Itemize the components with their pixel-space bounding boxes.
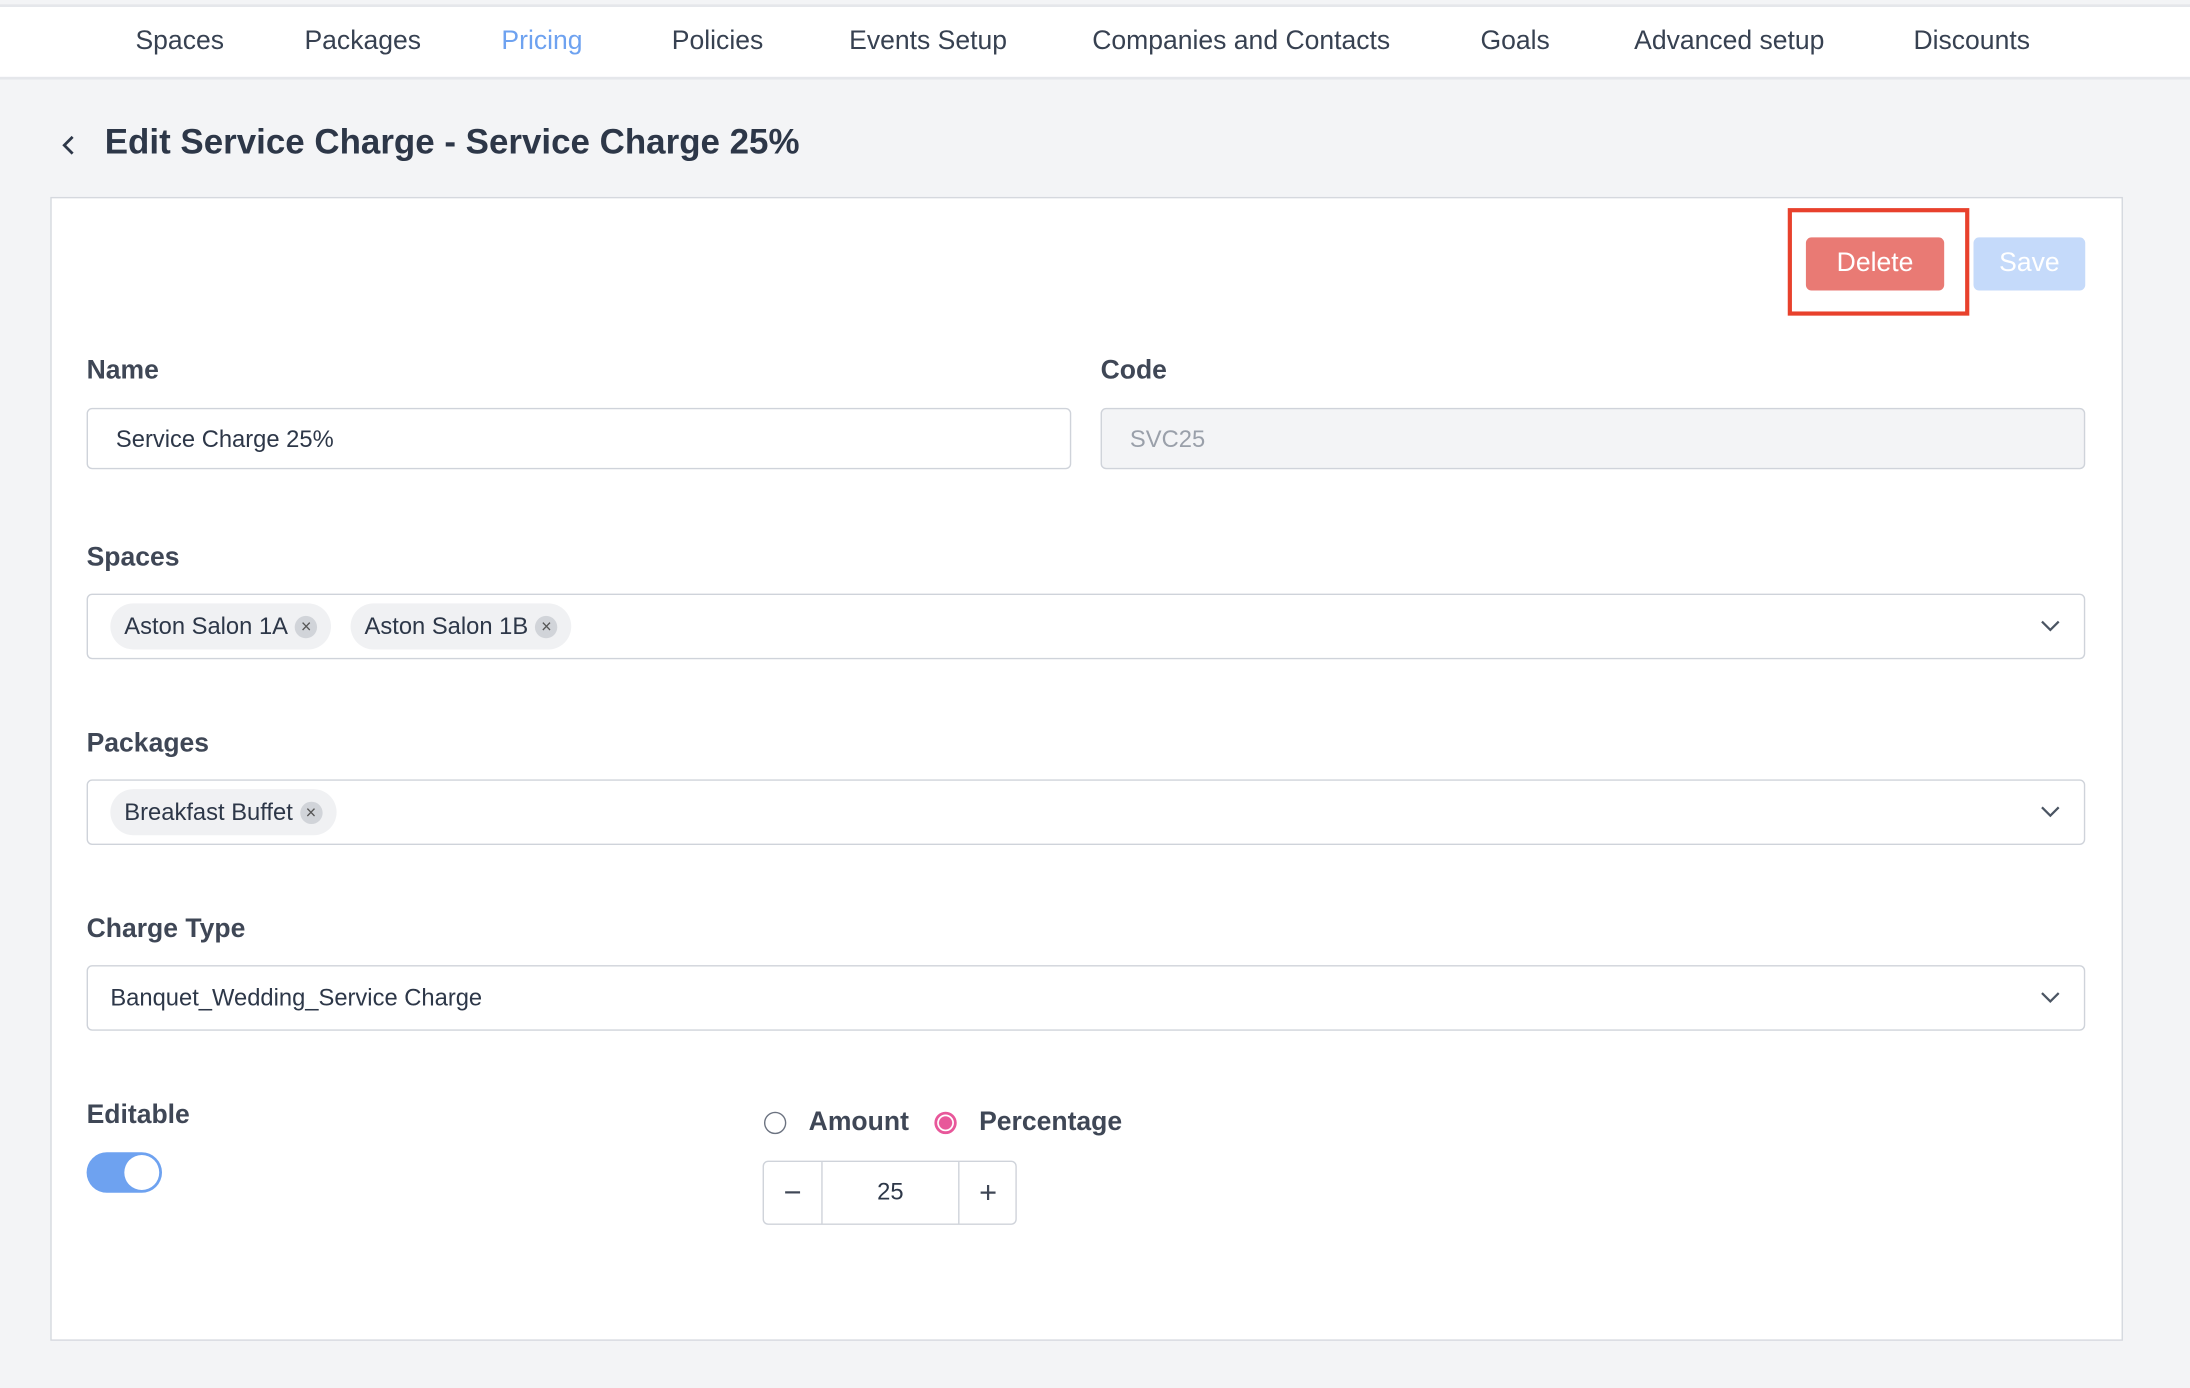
increment-button[interactable]: + xyxy=(958,1162,1017,1224)
packages-label: Packages xyxy=(86,729,210,759)
spaces-select[interactable]: Aston Salon 1A × Aston Salon 1B × xyxy=(86,593,2086,660)
nav-goals[interactable]: Goals xyxy=(1480,26,1550,56)
nav-spaces[interactable]: Spaces xyxy=(135,26,224,56)
code-input: SVC25 xyxy=(1100,407,2086,470)
chevron-left-icon[interactable] xyxy=(56,128,84,162)
packages-select[interactable]: Breakfast Buffet × xyxy=(86,779,2086,845)
chip-label: Aston Salon 1B xyxy=(364,613,529,640)
close-circle-icon[interactable]: × xyxy=(299,801,323,824)
package-chip: Breakfast Buffet × xyxy=(110,789,337,836)
decrement-button[interactable]: − xyxy=(764,1162,823,1224)
space-chip: Aston Salon 1A × xyxy=(110,603,332,650)
toggle-knob xyxy=(124,1155,160,1190)
nav-advanced-setup[interactable]: Advanced setup xyxy=(1634,26,1825,56)
name-input[interactable]: Service Charge 25% xyxy=(86,407,1072,470)
nav-policies[interactable]: Policies xyxy=(671,26,764,56)
nav-discounts[interactable]: Discounts xyxy=(1913,26,2030,56)
name-label: Name xyxy=(86,356,159,386)
nav-events-setup[interactable]: Events Setup xyxy=(849,26,1008,56)
chevron-down-icon[interactable] xyxy=(2039,986,2061,1008)
charge-type-label: Charge Type xyxy=(86,914,246,945)
charge-type-select[interactable]: Banquet_Wedding_Service Charge xyxy=(86,965,2086,1031)
delete-button[interactable]: Delete xyxy=(1805,237,1945,291)
page-title: Edit Service Charge - Service Charge 25% xyxy=(104,122,800,163)
editable-label: Editable xyxy=(86,1100,190,1130)
amount-label[interactable]: Amount xyxy=(808,1107,909,1137)
charge-type-value: Banquet_Wedding_Service Charge xyxy=(110,984,483,1012)
percentage-label[interactable]: Percentage xyxy=(979,1107,1123,1137)
stepper-input[interactable]: 25 xyxy=(877,1178,904,1206)
highlight-box xyxy=(1787,208,1970,316)
save-button[interactable]: Save xyxy=(1973,237,2086,291)
nav-companies-contacts[interactable]: Companies and Contacts xyxy=(1092,26,1391,56)
close-circle-icon[interactable]: × xyxy=(294,615,318,638)
spaces-label: Spaces xyxy=(86,543,180,573)
chevron-down-icon[interactable] xyxy=(2039,800,2061,822)
code-label: Code xyxy=(1100,356,1167,386)
amount-radio[interactable] xyxy=(763,1111,787,1135)
nav-packages[interactable]: Packages xyxy=(304,26,422,56)
percentage-radio[interactable] xyxy=(934,1111,957,1135)
percentage-stepper: − 25 + xyxy=(762,1160,1017,1225)
chip-label: Aston Salon 1A xyxy=(124,613,288,640)
form-card xyxy=(50,196,2123,1341)
chip-label: Breakfast Buffet xyxy=(124,798,293,826)
top-nav: Spaces Packages Pricing Policies Events … xyxy=(0,4,2190,80)
chevron-down-icon[interactable] xyxy=(2039,615,2061,637)
nav-pricing[interactable]: Pricing xyxy=(501,26,583,56)
space-chip: Aston Salon 1B × xyxy=(350,603,572,650)
close-circle-icon[interactable]: × xyxy=(535,615,558,638)
editable-toggle[interactable] xyxy=(86,1152,163,1193)
